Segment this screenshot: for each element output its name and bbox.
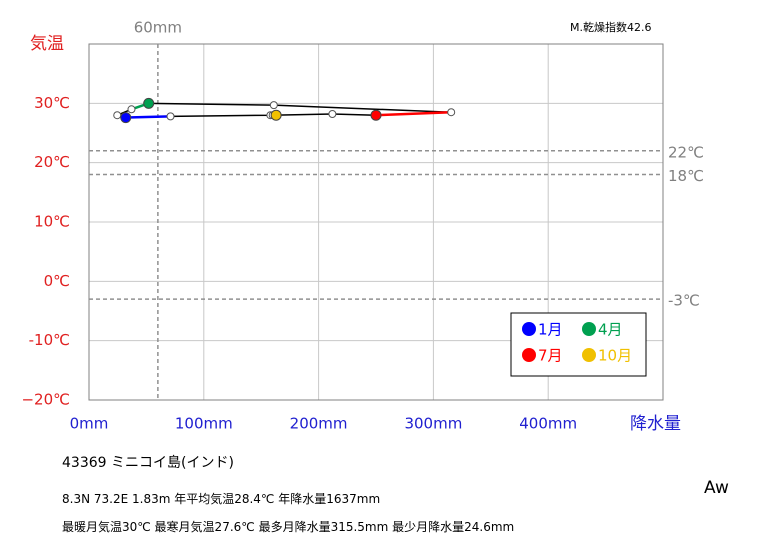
month-segment <box>125 115 171 119</box>
legend-dot <box>582 322 596 336</box>
x-tick-label: 300mm <box>404 415 462 433</box>
reference-label: 18℃ <box>668 167 704 185</box>
legend-label: 10月 <box>598 347 632 365</box>
month-point <box>328 110 337 119</box>
y-tick-label: −20℃ <box>21 391 70 409</box>
station-info: 8.3N 73.2E 1.83m 年平均気温28.4℃ 年降水量1637mm <box>62 492 381 506</box>
reference-label: -3℃ <box>668 292 700 310</box>
legend-label: 4月 <box>598 321 623 339</box>
month-point <box>113 111 122 120</box>
station-name: 43369 ミニコイ島(インド) <box>62 455 234 471</box>
legend-label: 1月 <box>538 321 563 339</box>
x-tick-label: 100mm <box>175 415 233 433</box>
y-tick-label: 10℃ <box>34 213 70 231</box>
y-tick-label: -10℃ <box>29 331 70 349</box>
y-tick-label: 20℃ <box>34 153 70 171</box>
x-tick-label: 400mm <box>519 415 577 433</box>
month-point <box>447 108 456 117</box>
y-axis-title: 気温 <box>30 34 64 54</box>
reference-label: 60mm <box>134 19 182 37</box>
y-tick-label: 0℃ <box>44 272 70 290</box>
x-axis-title: 降水量 <box>630 414 681 434</box>
x-tick-label: 0mm <box>70 415 109 433</box>
reference-label: 22℃ <box>668 143 704 161</box>
highlight-point <box>370 109 382 121</box>
station-stats: 最暖月気温30℃ 最寒月気温27.6℃ 最多月降水量315.5mm 最少月降水量… <box>62 520 515 534</box>
legend-label: 7月 <box>538 347 563 365</box>
dryness-index: M.乾燥指数42.6 <box>570 20 651 34</box>
month-point <box>269 101 278 110</box>
highlight-point <box>143 97 155 109</box>
legend-dot <box>582 348 596 362</box>
y-tick-label: 30℃ <box>34 94 70 112</box>
x-axis-title-area: 降水量 0mm 100mm 200mm 300mm 400mm <box>70 414 681 434</box>
plot-frame <box>88 43 664 401</box>
chart: M.乾燥指数42.6 気温 30℃ 20℃ 10℃ 0℃ -10℃ −20℃ 22℃ 18℃ -… <box>21 19 704 409</box>
month-point <box>166 112 175 121</box>
month-point <box>127 105 136 114</box>
month-segment <box>375 110 452 117</box>
legend-dot <box>522 322 536 336</box>
highlight-point <box>270 109 282 121</box>
highlight-point <box>120 112 132 124</box>
x-tick-label: 200mm <box>290 415 348 433</box>
climate-class: Aw <box>704 478 729 498</box>
legend-dot <box>522 348 536 362</box>
legend-box <box>510 312 647 377</box>
